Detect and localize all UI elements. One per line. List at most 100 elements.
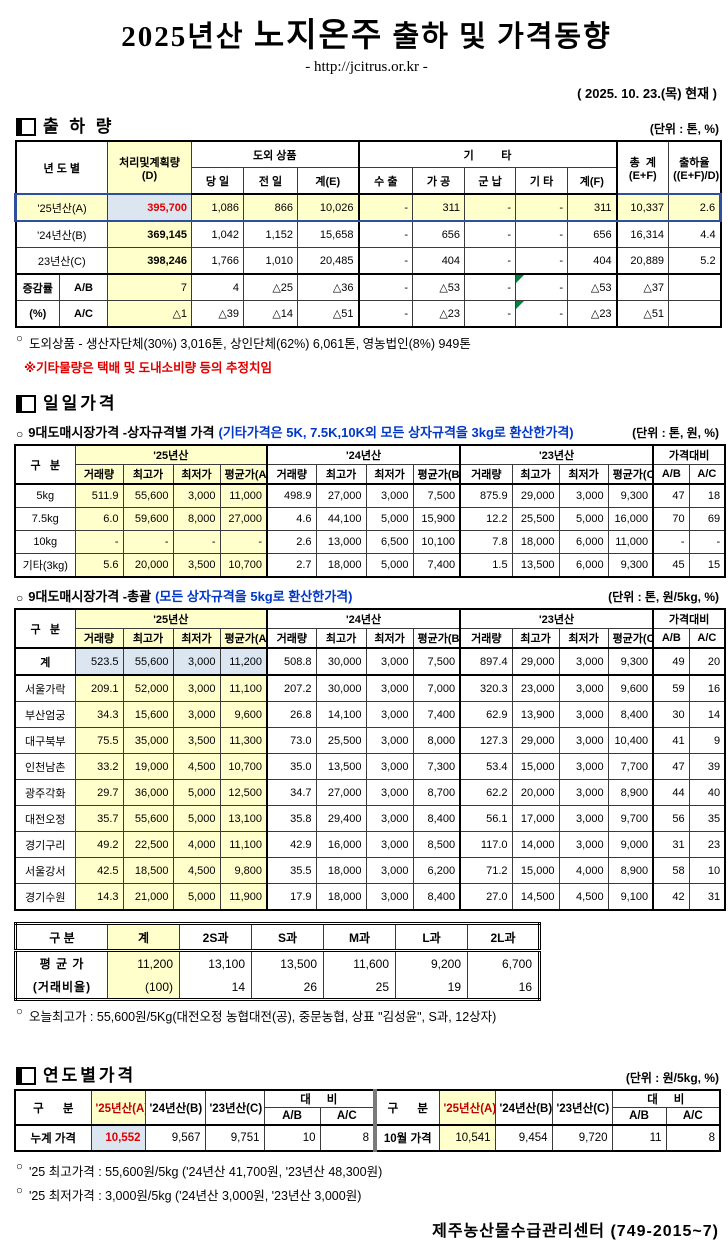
column-header: 구 분: [14, 1089, 92, 1126]
table-cell: -: [219, 530, 268, 554]
table-cell: △36: [297, 273, 360, 301]
table-row: 서울강서 42.5 18,500 4,500 9,800 35.5 18,000 3,000 6…: [14, 857, 726, 884]
table-cell: 8,700: [412, 779, 461, 806]
circle-bullet-icon: ○: [16, 1185, 23, 1197]
table-cell: 14,500: [511, 883, 560, 911]
table-cell: 47: [652, 753, 690, 780]
circle-bullet-icon: ○: [16, 1161, 23, 1173]
table-cell: 71.2: [459, 857, 513, 884]
table-cell: △14: [243, 300, 299, 328]
table-cell: 7,700: [607, 753, 654, 780]
table-cell: △37: [615, 273, 670, 301]
table-cell: 8: [319, 1124, 376, 1152]
today-high-note: ○ 오늘최고가 : 55,600원/5Kg(대전오정 농협대전(공), 중문농협…: [16, 1006, 719, 1025]
column-header: 거래량: [74, 464, 124, 485]
sub-heading-note: (기타가격은 5K, 7.5K,10K외 모든 상자규격을 3kg로 환산한가격…: [218, 425, 574, 440]
column-header: 최저가: [558, 628, 609, 649]
table-cell: 369,145: [107, 220, 193, 248]
table-cell: 29,400: [315, 805, 367, 832]
table-cell: 3,000: [558, 727, 609, 754]
table-cell: 44: [652, 779, 690, 806]
column-header: '23년산: [459, 608, 654, 629]
table-cell: 656: [567, 220, 618, 248]
table-cell: 11,100: [219, 831, 268, 858]
table-cell: 875.9: [459, 483, 513, 508]
column-header: 거래량: [459, 464, 513, 485]
column-header: 처리및계획량 (D): [107, 140, 193, 195]
table-cell: 11,200: [219, 647, 268, 676]
table-cell: 55,600: [122, 483, 174, 508]
row-label: 누계 가격: [14, 1124, 92, 1152]
table-cell: 22,500: [122, 831, 174, 858]
size-grade-price-table: 구 분 계 2S과 S과 M과 L과 2L과 평 균 가 11,200 13,100…: [14, 922, 541, 1001]
column-header: 최고가: [122, 628, 174, 649]
table-row: 10kg - - - -2.6 13,000 6,500 10,100 7.8 18,000 6,0…: [14, 530, 726, 554]
table-cell: 25,500: [315, 727, 367, 754]
section-title: 일일가격: [43, 394, 118, 413]
sub-heading-text: 9대도매시장가격 -상자규격별 가격: [28, 425, 215, 440]
column-header: '25년산(A): [438, 1089, 496, 1126]
column-header: 최저가: [172, 464, 221, 485]
table-cell: 23: [688, 831, 726, 858]
table-cell: 27.0: [459, 883, 513, 911]
table-cell: 1,010: [243, 247, 299, 275]
column-header: 기 타: [357, 140, 618, 168]
column-header: M과: [323, 923, 396, 952]
table-row: 부산엄궁 34.3 15,600 3,000 9,600 26.8 14,100 3,000 7…: [14, 701, 726, 728]
table-cell: -: [357, 193, 414, 222]
column-header: 도외 상품: [191, 140, 360, 168]
column-header: 최저가: [365, 628, 414, 649]
table-row: (%) A/C △1 △39 △14 △51- △23- - △23 △51: [15, 300, 722, 328]
column-header: S과: [251, 923, 324, 952]
table-cell: 8,000: [172, 507, 221, 531]
table-cell: △51: [615, 300, 670, 328]
section-head-shipment: 출 하 량 (단위 : 톤, %): [14, 112, 719, 137]
table-cell: 17.9: [266, 883, 317, 911]
table-cell: '25년산(A): [13, 193, 109, 222]
table-cell: 42.5: [74, 857, 124, 884]
table-cell: 15,658: [297, 220, 360, 248]
note-text: '25 최고가격 : 55,600원/5kg ('24년산 41,700원, '…: [28, 1165, 383, 1179]
column-header: 출하율 ((E+F)/D): [668, 140, 722, 195]
circle-bullet-icon: ○: [16, 333, 23, 345]
table-cell: -: [357, 273, 414, 301]
table-cell: [668, 273, 722, 301]
column-header: 평균가(C): [607, 464, 654, 485]
as-of-date: ( 2025. 10. 23.(목) 현재 ): [577, 86, 717, 101]
table-cell: 29,000: [511, 727, 560, 754]
table-cell: 9,600: [219, 701, 268, 728]
table-cell: 10,337: [615, 193, 670, 222]
table-row: 기타(3kg) 5.6 20,000 3,500 10,700 2.7 18,000 5,00…: [14, 553, 726, 578]
table-cell: 311: [412, 193, 466, 222]
table-cell: 8,500: [412, 831, 461, 858]
column-header: 평균가(A): [219, 628, 268, 649]
table-cell: -: [515, 247, 569, 275]
table-cell: -: [464, 220, 517, 248]
table-cell: 9,300: [607, 553, 654, 578]
column-header: 평균가(B): [412, 628, 461, 649]
table-cell: 대구북부: [14, 727, 76, 754]
square-bullet-icon: [16, 1067, 36, 1085]
table-cell: 9,100: [607, 883, 654, 911]
table-cell: 16,000: [607, 507, 654, 531]
table-cell: 13,900: [511, 701, 560, 728]
table-cell: 16,314: [615, 220, 670, 248]
table-row: 대전오정 35.7 55,600 5,000 13,100 35.8 29,400 3,000…: [14, 805, 726, 832]
column-header: 기 타: [515, 167, 569, 195]
table-cell: 광주각화: [14, 779, 76, 806]
column-header: 평균가(A): [219, 464, 268, 485]
table-row: (거래비율) (100) 14 26 25 19 16: [15, 975, 540, 1000]
table-cell: 5,000: [365, 507, 414, 531]
table-cell: 4,000: [172, 831, 221, 858]
table-cell: 30: [652, 701, 690, 728]
table-cell: '24년산(B): [14, 220, 109, 248]
unit-label: (단위 : 원/5kg, %): [625, 1071, 719, 1085]
table-cell: -: [688, 530, 726, 554]
table-cell: 45: [652, 553, 690, 578]
column-header: 최고가: [511, 464, 560, 485]
column-header: '24년산(B): [494, 1089, 553, 1126]
table-cell: 31: [688, 883, 726, 911]
table-cell: 13,100: [179, 950, 252, 975]
column-header: 구 분: [14, 608, 76, 649]
total-price-heading: ○ 9대도매시장가격 -총괄 (모든 상자규격을 5kg로 환산한가격) (단위…: [14, 586, 719, 605]
